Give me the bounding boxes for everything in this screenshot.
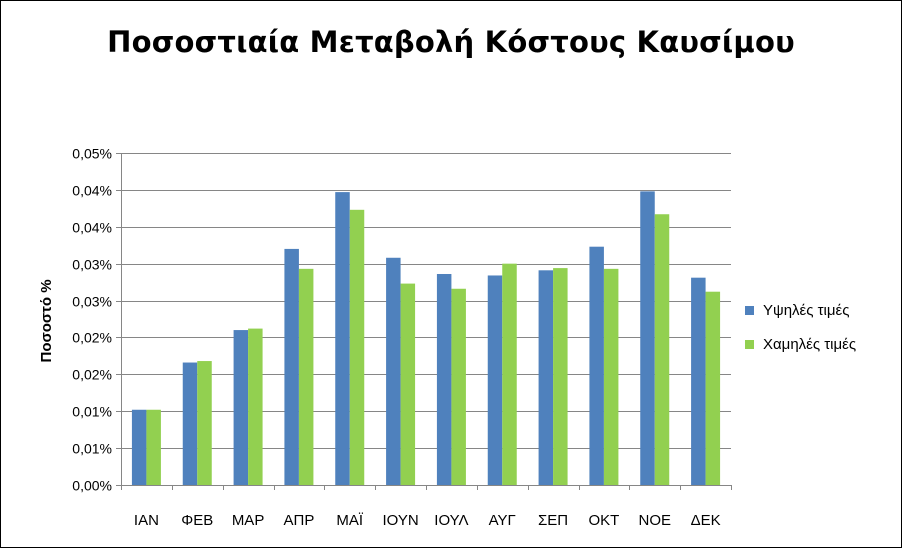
y-tick-label: 0,00% (72, 478, 112, 494)
y-axis-label: Ποσοστό % (38, 279, 55, 362)
y-tick-label: 0,02% (72, 330, 112, 346)
x-tick-label: ΑΥΓ (489, 512, 516, 529)
x-tick-label: ΟΚΤ (588, 512, 619, 529)
legend-item-low: Χαμηλές τιμές (745, 327, 895, 361)
legend-swatch-low (745, 339, 754, 349)
y-tick-label: 0,01% (72, 441, 112, 457)
bar-low (451, 288, 466, 485)
bar-high (487, 275, 503, 485)
bar-low (248, 328, 263, 485)
bar-high (233, 330, 249, 485)
y-tick-label: 0,05% (72, 146, 112, 162)
bar-low (705, 291, 721, 485)
x-tick-label: ΑΠΡ (283, 512, 314, 529)
x-tick-label: ΜΑΡ (232, 512, 265, 529)
bar-low (654, 214, 670, 486)
bar-high (284, 248, 299, 485)
y-tick-label: 0,04% (72, 220, 112, 236)
legend-item-high: Υψηλές τιμές (745, 293, 895, 327)
x-tick-label: ΙΑΝ (134, 512, 159, 529)
x-tick-label: ΙΟΥΛ (434, 512, 468, 529)
legend-swatch-high (745, 305, 754, 315)
bar-high (182, 362, 198, 485)
bar-high (335, 192, 350, 485)
y-tick-label: 0,04% (72, 183, 112, 199)
bar-low (298, 268, 314, 485)
bar-low (146, 409, 161, 485)
x-tick-label: ΣΕΠ (538, 512, 568, 529)
bar-high (589, 246, 604, 485)
x-tick-label: ΜΑΪ (336, 512, 364, 529)
bar-high (386, 257, 401, 485)
y-tick-label: 0,03% (72, 257, 112, 273)
chart-title: Ποσοστιαία Μεταβολή Κόστους Καυσίμου (107, 25, 795, 59)
y-tick-label: 0,03% (72, 294, 112, 310)
x-tick-label: ΙΟΥΝ (382, 512, 418, 529)
bar-high (131, 409, 147, 485)
bar-high (538, 270, 554, 485)
bar-low (197, 361, 212, 485)
legend-label-low: Χαμηλές τιμές (763, 335, 857, 353)
x-tick-label: ΔΕΚ (691, 512, 721, 529)
bar-low (502, 263, 517, 485)
y-tick-label: 0,02% (72, 367, 112, 383)
legend-label-high: Υψηλές τιμές (763, 301, 850, 319)
bar-high (436, 273, 452, 485)
x-tick-label: ΝΟΕ (638, 512, 671, 529)
bar-high (691, 277, 706, 485)
bar-high (640, 191, 655, 485)
legend: Υψηλές τιμές Χαμηλές τιμές (745, 293, 895, 361)
bar-low (349, 209, 365, 485)
bar-low (603, 268, 619, 485)
bar-low (553, 268, 568, 485)
bar-low (400, 283, 416, 485)
x-tick-label: ΦΕΒ (181, 512, 213, 529)
y-tick-label: 0,01% (72, 404, 112, 420)
